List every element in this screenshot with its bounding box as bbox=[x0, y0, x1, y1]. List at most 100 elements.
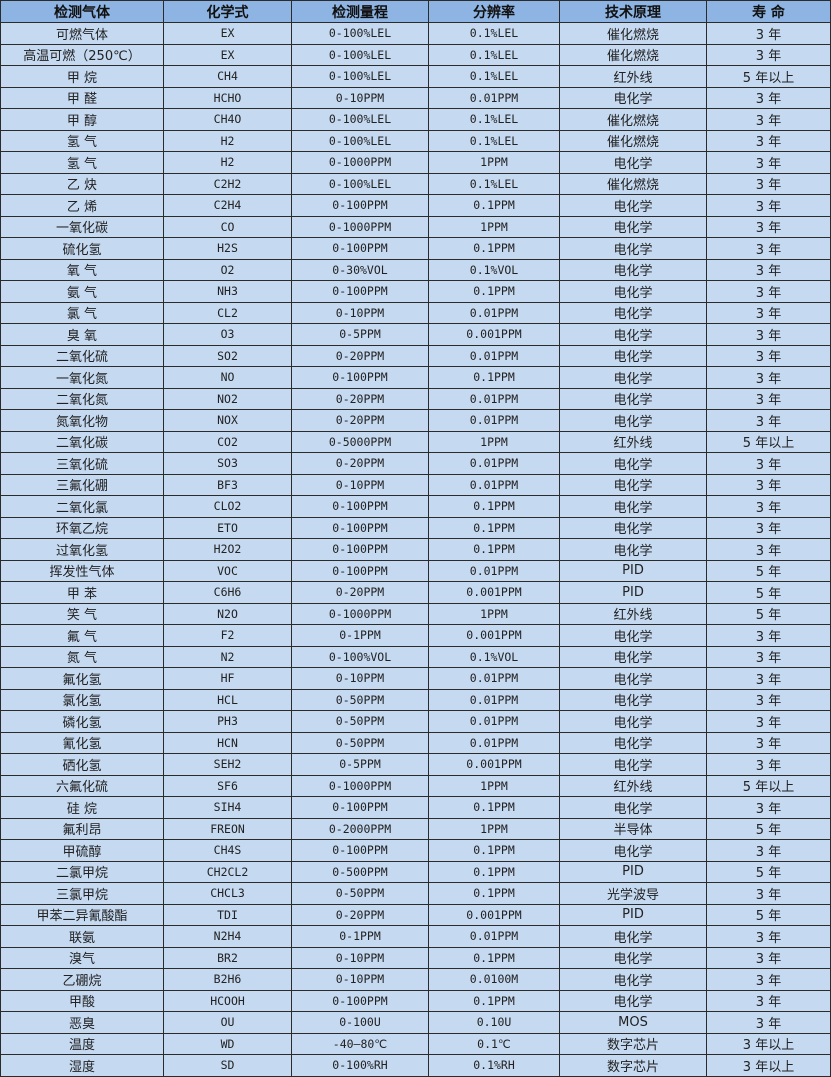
header-lifetime: 寿 命 bbox=[706, 0, 831, 23]
range-cell: 0-1PPM bbox=[291, 925, 429, 948]
gas-cell: 氢 气 bbox=[0, 151, 164, 174]
table-row: 硒化氢 SEH2 0-5PPM 0.001PPM 电化学 3 年 bbox=[0, 753, 831, 776]
gas-cell: 高温可燃（250℃） bbox=[0, 43, 164, 66]
formula-cell: HF bbox=[163, 667, 292, 690]
formula-cell: SEH2 bbox=[163, 753, 292, 776]
resolution-cell: 0.1PPM bbox=[428, 989, 560, 1012]
principle-cell: 红外线 bbox=[559, 65, 707, 88]
lifetime-cell: 3 年 bbox=[706, 108, 831, 131]
principle-cell: 电化学 bbox=[559, 215, 707, 238]
resolution-cell: 0.001PPM bbox=[428, 903, 560, 926]
resolution-cell: 0.1PPM bbox=[428, 237, 560, 260]
principle-cell: MOS bbox=[559, 1011, 707, 1034]
range-cell: 0-1000PPM bbox=[291, 602, 429, 625]
table-row: 一氧化氮 NO 0-100PPM 0.1PPM 电化学 3 年 bbox=[0, 366, 831, 389]
gas-cell: 二氧化氯 bbox=[0, 495, 164, 518]
table-row: 硫化氢 H2S 0-100PPM 0.1PPM 电化学 3 年 bbox=[0, 237, 831, 260]
principle-cell: 电化学 bbox=[559, 86, 707, 109]
principle-cell: PID bbox=[559, 559, 707, 582]
lifetime-cell: 3 年 bbox=[706, 989, 831, 1012]
resolution-cell: 0.01PPM bbox=[428, 86, 560, 109]
table-row: 挥发性气体 VOC 0-100PPM 0.01PPM PID 5 年 bbox=[0, 559, 831, 582]
table-row: 过氧化氢 H2O2 0-100PPM 0.1PPM 电化学 3 年 bbox=[0, 538, 831, 561]
resolution-cell: 0.1℃ bbox=[428, 1032, 560, 1055]
formula-cell: N2 bbox=[163, 645, 292, 668]
resolution-cell: 0.1%LEL bbox=[428, 22, 560, 45]
resolution-cell: 0.01PPM bbox=[428, 667, 560, 690]
lifetime-cell: 3 年 bbox=[706, 624, 831, 647]
principle-cell: 电化学 bbox=[559, 839, 707, 862]
formula-cell: H2S bbox=[163, 237, 292, 260]
formula-cell: CL2 bbox=[163, 301, 292, 324]
gas-cell: 乙 烯 bbox=[0, 194, 164, 217]
range-cell: 0-30%VOL bbox=[291, 258, 429, 281]
range-cell: 0-50PPM bbox=[291, 731, 429, 754]
principle-cell: 电化学 bbox=[559, 667, 707, 690]
formula-cell: SF6 bbox=[163, 774, 292, 797]
formula-cell: TDI bbox=[163, 903, 292, 926]
principle-cell: 电化学 bbox=[559, 731, 707, 754]
principle-cell: 红外线 bbox=[559, 430, 707, 453]
range-cell: 0-100%RH bbox=[291, 1054, 429, 1077]
principle-cell: PID bbox=[559, 581, 707, 604]
gas-cell: 氯 气 bbox=[0, 301, 164, 324]
table-row: 三氯甲烷 CHCL3 0-50PPM 0.1PPM 光学波导 3 年 bbox=[0, 882, 831, 905]
lifetime-cell: 3 年 bbox=[706, 495, 831, 518]
formula-cell: CO bbox=[163, 215, 292, 238]
range-cell: 0-10PPM bbox=[291, 86, 429, 109]
resolution-cell: 0.01PPM bbox=[428, 688, 560, 711]
lifetime-cell: 3 年 bbox=[706, 839, 831, 862]
principle-cell: PID bbox=[559, 903, 707, 926]
principle-cell: 红外线 bbox=[559, 602, 707, 625]
range-cell: 0-1000PPM bbox=[291, 215, 429, 238]
formula-cell: CH2CL2 bbox=[163, 860, 292, 883]
gas-cell: 甲酸 bbox=[0, 989, 164, 1012]
resolution-cell: 1PPM bbox=[428, 151, 560, 174]
gas-cell: 氧 气 bbox=[0, 258, 164, 281]
resolution-cell: 0.1PPM bbox=[428, 946, 560, 969]
gas-cell: 氮 气 bbox=[0, 645, 164, 668]
range-cell: 0-100PPM bbox=[291, 366, 429, 389]
gas-cell: 甲硫醇 bbox=[0, 839, 164, 862]
formula-cell: NO bbox=[163, 366, 292, 389]
principle-cell: PID bbox=[559, 860, 707, 883]
gas-cell: 六氟化硫 bbox=[0, 774, 164, 797]
resolution-cell: 1PPM bbox=[428, 774, 560, 797]
formula-cell: SO3 bbox=[163, 452, 292, 475]
table-row: 二氧化氯 CLO2 0-100PPM 0.1PPM 电化学 3 年 bbox=[0, 495, 831, 518]
formula-cell: C6H6 bbox=[163, 581, 292, 604]
gas-cell: 二氧化碳 bbox=[0, 430, 164, 453]
range-cell: 0-100PPM bbox=[291, 989, 429, 1012]
header-gas: 检测气体 bbox=[0, 0, 164, 23]
lifetime-cell: 3 年 bbox=[706, 43, 831, 66]
gas-cell: 挥发性气体 bbox=[0, 559, 164, 582]
header-resolution: 分辨率 bbox=[428, 0, 560, 23]
lifetime-cell: 5 年 bbox=[706, 559, 831, 582]
formula-cell: HCN bbox=[163, 731, 292, 754]
table-row: 二氧化碳 CO2 0-5000PPM 1PPM 红外线 5 年以上 bbox=[0, 430, 831, 453]
table-row: 环氧乙烷 ETO 0-100PPM 0.1PPM 电化学 3 年 bbox=[0, 516, 831, 539]
resolution-cell: 0.1PPM bbox=[428, 516, 560, 539]
range-cell: 0-100PPM bbox=[291, 796, 429, 819]
principle-cell: 电化学 bbox=[559, 968, 707, 991]
principle-cell: 催化燃烧 bbox=[559, 22, 707, 45]
resolution-cell: 0.1PPM bbox=[428, 495, 560, 518]
gas-cell: 三氯甲烷 bbox=[0, 882, 164, 905]
resolution-cell: 0.1PPM bbox=[428, 860, 560, 883]
formula-cell: SO2 bbox=[163, 344, 292, 367]
resolution-cell: 0.1%VOL bbox=[428, 645, 560, 668]
formula-cell: ETO bbox=[163, 516, 292, 539]
formula-cell: WD bbox=[163, 1032, 292, 1055]
range-cell: 0-100%LEL bbox=[291, 65, 429, 88]
formula-cell: BR2 bbox=[163, 946, 292, 969]
lifetime-cell: 3 年 bbox=[706, 882, 831, 905]
table-row: 甲硫醇 CH4S 0-100PPM 0.1PPM 电化学 3 年 bbox=[0, 839, 831, 862]
resolution-cell: 1PPM bbox=[428, 215, 560, 238]
formula-cell: HCL bbox=[163, 688, 292, 711]
table-row: 恶臭 OU 0-100U 0.10U MOS 3 年 bbox=[0, 1011, 831, 1034]
range-cell: -40—80℃ bbox=[291, 1032, 429, 1055]
resolution-cell: 0.01PPM bbox=[428, 473, 560, 496]
range-cell: 0-10PPM bbox=[291, 473, 429, 496]
resolution-cell: 0.1%LEL bbox=[428, 129, 560, 152]
lifetime-cell: 3 年 bbox=[706, 151, 831, 174]
